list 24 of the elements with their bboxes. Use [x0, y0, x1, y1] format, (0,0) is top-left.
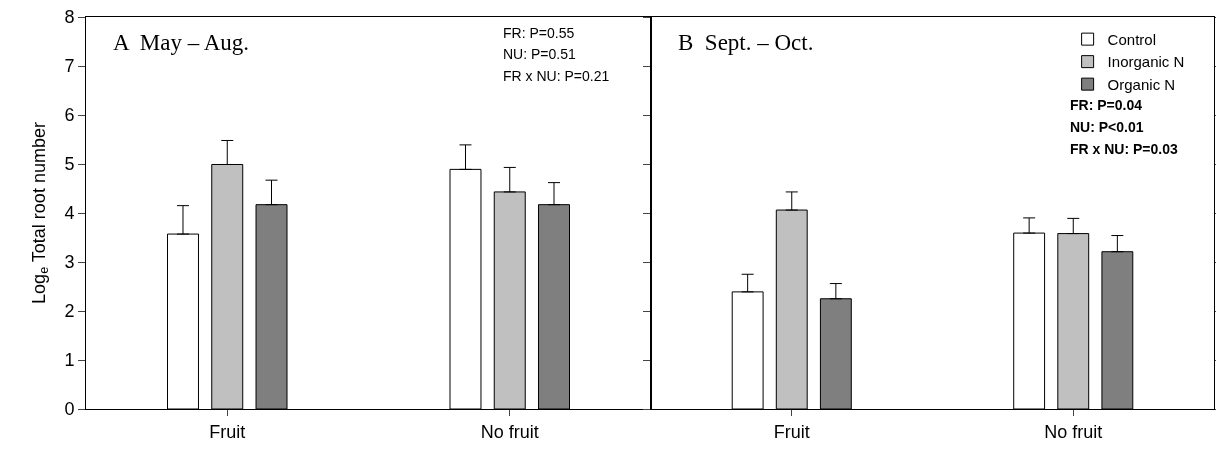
x-tick-label: No fruit	[480, 421, 539, 442]
annotation: B Sept. – Oct.	[678, 30, 814, 55]
y-tick-label: 4	[64, 203, 75, 224]
y-tick-label: 0	[64, 399, 75, 420]
annotation: FR x NU: P=0.03	[1070, 141, 1178, 157]
y-tick-label: 7	[64, 56, 75, 77]
annotation: FR x NU: P=0.21	[503, 68, 610, 84]
y-tick-label: 2	[64, 301, 75, 322]
y-tick-label: 8	[64, 7, 75, 28]
x-tick-label: No fruit	[1044, 421, 1103, 442]
annotation: NU: P=0.51	[503, 46, 576, 62]
annotation: FR: P=0.55	[503, 25, 575, 41]
legend-label: Organic N	[1107, 75, 1176, 93]
y-tick-label: 5	[64, 154, 75, 175]
annotation: NU: P<0.01	[1070, 119, 1144, 135]
legend-label: Control	[1107, 30, 1156, 48]
annotation: FR: P=0.04	[1070, 97, 1143, 113]
y-tick-label: 3	[64, 252, 75, 273]
legend-label: Inorganic N	[1107, 53, 1185, 71]
y-tick-label: 1	[64, 350, 75, 371]
annotation: A May – Aug.	[113, 30, 250, 55]
x-tick-label: Fruit	[209, 421, 246, 442]
y-tick-label: 6	[64, 105, 75, 126]
x-tick-label: Fruit	[773, 421, 810, 442]
